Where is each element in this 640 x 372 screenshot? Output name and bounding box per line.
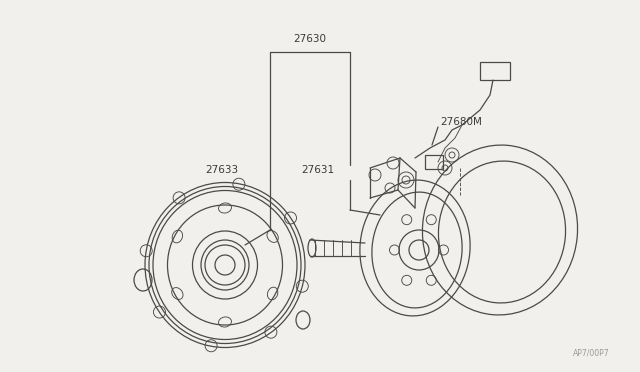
Text: 27631: 27631 — [301, 165, 335, 175]
Text: 27680M: 27680M — [440, 117, 482, 127]
Text: AP7/00P7: AP7/00P7 — [573, 349, 610, 358]
Text: 27633: 27633 — [205, 165, 239, 175]
Text: 27630: 27630 — [294, 34, 326, 44]
